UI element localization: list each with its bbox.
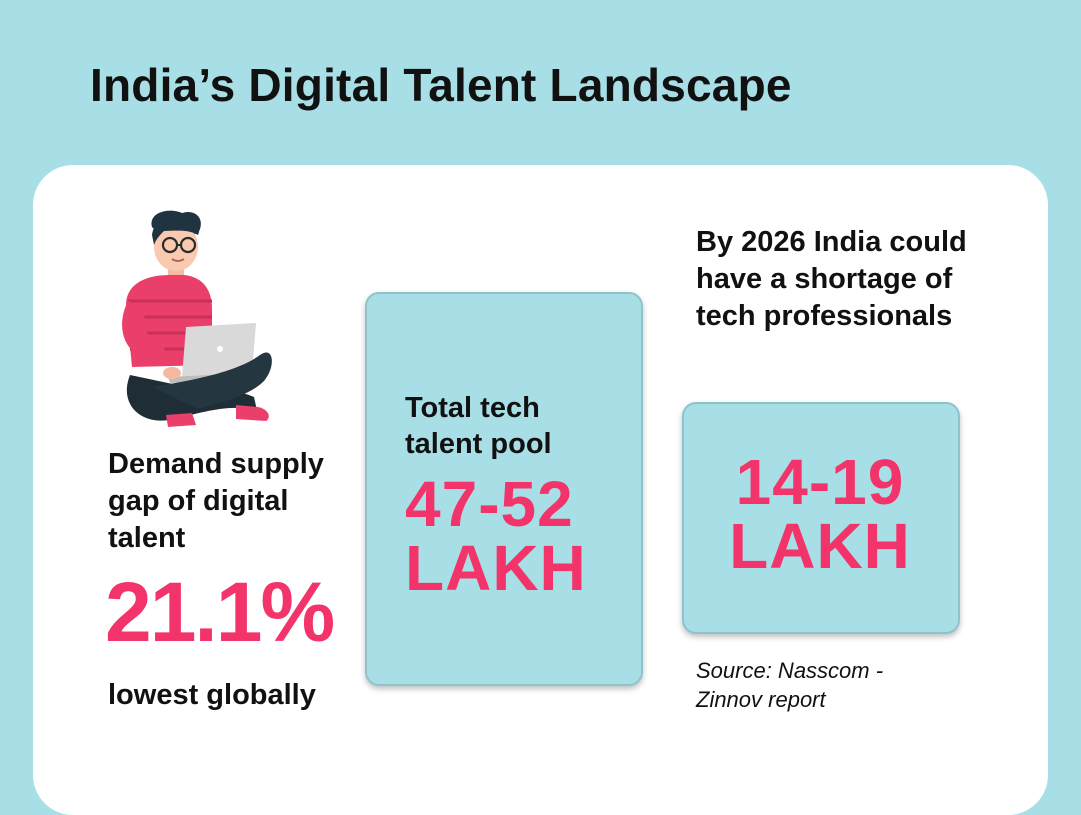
talent-pool-value-unit: LAKH	[405, 532, 587, 604]
shortage-value-unit: LAKH	[729, 510, 911, 582]
page-title: India’s Digital Talent Landscape	[90, 59, 792, 111]
shortage-value-range: 14-19	[735, 446, 905, 518]
talent-pool-value: 47-52 LAKH	[405, 472, 635, 600]
talent-pool-value-range: 47-52	[405, 468, 574, 540]
lowest-globally-note: lowest globally	[108, 679, 316, 711]
shortage-label: By 2026 India could have a shortage of t…	[696, 226, 967, 332]
shortage-box	[682, 402, 960, 634]
talent-pool-label: Total tech talent pool	[405, 392, 552, 460]
demand-supply-gap-label: Demand supply gap of digital talent	[108, 448, 324, 554]
talent-pool-box	[365, 292, 643, 686]
demand-supply-gap-value: 21.1%	[105, 565, 335, 659]
source-note: Source: Nasscom - Zinnov report	[696, 658, 884, 712]
shortage-value: 14-19 LAKH	[682, 450, 958, 578]
person-with-laptop-illustration	[122, 210, 272, 427]
